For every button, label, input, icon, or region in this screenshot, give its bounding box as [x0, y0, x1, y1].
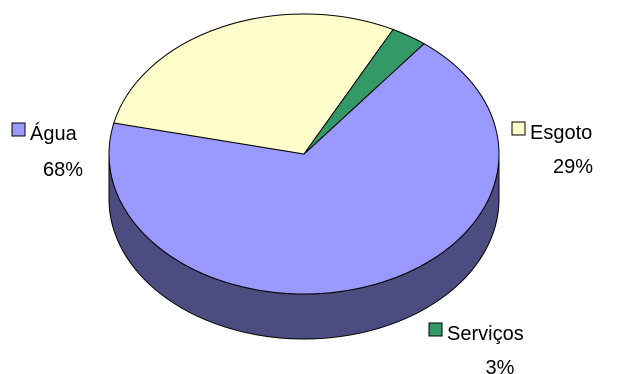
slice-percent-agua: 68% [43, 159, 83, 181]
slice-esgoto [113, 13, 394, 155]
slice-percent-esgoto: 29% [553, 156, 593, 178]
slice-label-agua: Água [30, 122, 78, 145]
legend-key-agua [11, 122, 26, 137]
pie-tops [108, 13, 500, 295]
legend-key-esgoto [511, 121, 526, 136]
slice-agua [108, 43, 500, 295]
slice-percent-servicos: 3% [486, 357, 515, 374]
pie-labels: Água 68% Esgoto 29% Serviços 3% [11, 121, 593, 374]
slice-servicos [303, 28, 425, 155]
legend-key-servicos [428, 322, 443, 337]
slice-label-esgoto: Esgoto [530, 122, 592, 144]
slice-label-servicos: Serviços [447, 323, 524, 345]
